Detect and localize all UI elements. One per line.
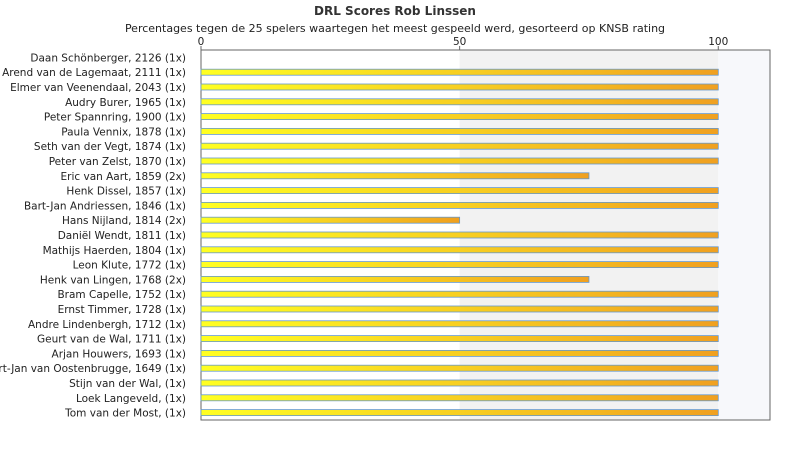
- chart-title: DRL Scores Rob Linssen: [314, 4, 476, 18]
- bar: [200, 98, 719, 106]
- category-label: Daniël Wendt, 1811 (1x): [58, 230, 186, 242]
- bar: [200, 172, 590, 180]
- x-tick-label: 100: [708, 36, 728, 48]
- category-label: Daan Schönberger, 2126 (1x): [30, 52, 186, 64]
- bar: [200, 349, 719, 357]
- bar: [200, 246, 719, 254]
- category-label: Audry Burer, 1965 (1x): [65, 97, 186, 109]
- category-label: Bart-Jan van Oostenbrugge, 1649 (1x): [0, 363, 186, 375]
- category-labels: Daan Schönberger, 2126 (1x) Arend van de …: [0, 52, 186, 419]
- bar: [200, 261, 719, 269]
- category-label: Eric van Aart, 1859 (2x): [61, 171, 187, 183]
- category-label: Bram Capelle, 1752 (1x): [57, 289, 186, 301]
- bar: [200, 216, 461, 224]
- bar: [200, 394, 719, 402]
- bar: [200, 305, 719, 313]
- category-label: Peter van Zelst, 1870 (1x): [49, 156, 186, 168]
- bar: [200, 275, 590, 283]
- bar: [200, 127, 719, 135]
- category-label: Henk Dissel, 1857 (1x): [66, 186, 186, 198]
- category-label: Arend van de Lagemaat, 2111 (1x): [2, 67, 186, 79]
- category-label: Stijn van der Wal, (1x): [69, 378, 186, 390]
- category-label: Geurt van de Wal, 1711 (1x): [37, 334, 186, 346]
- category-label: Bart-Jan Andriessen, 1846 (1x): [24, 200, 186, 212]
- bar: [200, 379, 719, 387]
- bar: [200, 187, 719, 195]
- category-label: Tom van der Most, (1x): [64, 408, 186, 420]
- category-label: Peter Spannring, 1900 (1x): [44, 112, 186, 124]
- x-tick-label: 50: [453, 36, 466, 48]
- category-label: Andre Lindenbergh, 1712 (1x): [28, 319, 186, 331]
- bar: [200, 142, 719, 150]
- bar: [200, 68, 719, 76]
- bar: [200, 83, 719, 91]
- category-label: Paula Vennix, 1878 (1x): [61, 126, 186, 138]
- bar: [200, 320, 719, 328]
- x-tick-label: 0: [198, 36, 205, 48]
- category-label: Seth van der Vegt, 1874 (1x): [34, 141, 186, 153]
- chart-subtitle: Percentages tegen de 25 spelers waartege…: [124, 22, 666, 35]
- x-axis-ticks: 0 50 100: [198, 36, 728, 50]
- bar: [200, 113, 719, 120]
- band-100-end: [718, 50, 770, 420]
- category-label: Elmer van Veenendaal, 2043 (1x): [10, 82, 186, 94]
- category-label: Loek Langeveld, (1x): [76, 393, 186, 405]
- category-label: Mathijs Haerden, 1804 (1x): [43, 245, 186, 257]
- bar: [200, 335, 719, 343]
- bar: [200, 364, 719, 372]
- bar: [200, 231, 719, 239]
- category-label: Arjan Houwers, 1693 (1x): [52, 348, 186, 360]
- bar: [200, 201, 719, 209]
- category-label: Leon Klute, 1772 (1x): [73, 260, 186, 272]
- bars: [200, 68, 719, 417]
- bar: [200, 409, 719, 417]
- category-label: Hans Nijland, 1814 (2x): [62, 215, 186, 227]
- category-label: Henk van Lingen, 1768 (2x): [40, 274, 186, 286]
- bar: [200, 290, 719, 298]
- bar: [200, 157, 719, 165]
- category-label: Ernst Timmer, 1728 (1x): [58, 304, 186, 316]
